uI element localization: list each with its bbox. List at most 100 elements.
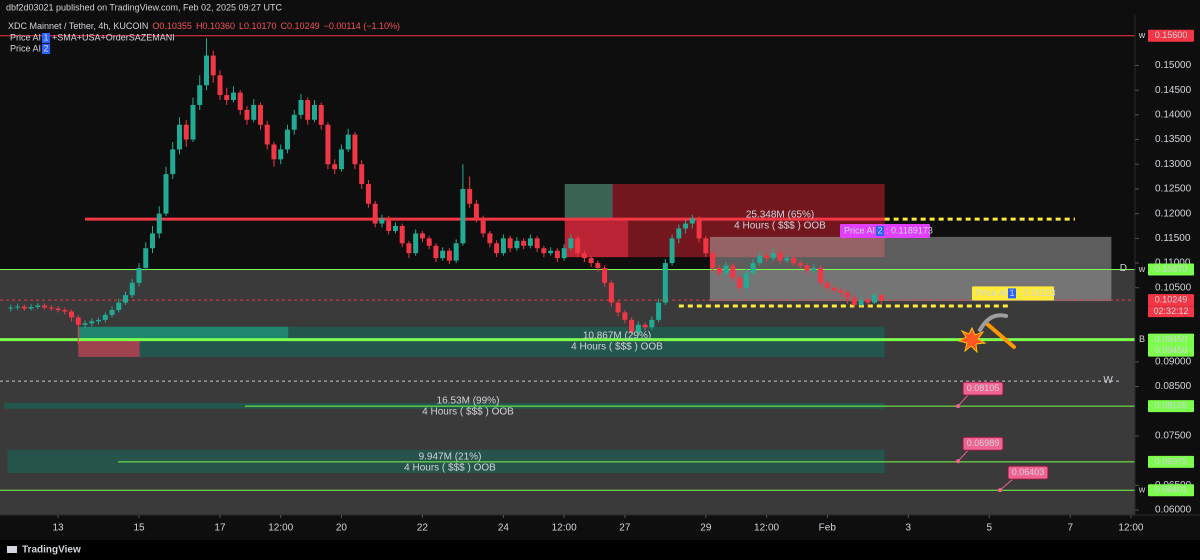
candle-body bbox=[291, 114, 297, 130]
y-tick-label: 0.09000 bbox=[1155, 356, 1192, 367]
candle-body bbox=[217, 75, 223, 96]
pin-stem bbox=[999, 477, 1015, 491]
x-tick-label: 12:00 bbox=[268, 523, 293, 534]
order-block-label: 4 Hours ( $$$ ) OOB bbox=[571, 342, 663, 353]
y-tick-label: 0.11000 bbox=[1155, 258, 1191, 269]
candle-body bbox=[62, 309, 68, 312]
candle-body bbox=[595, 263, 601, 268]
callout-badge-text: 2 bbox=[877, 225, 882, 235]
candle-body bbox=[797, 263, 803, 266]
candle-body bbox=[426, 238, 432, 246]
candle-body bbox=[710, 253, 716, 268]
candle-body bbox=[494, 243, 500, 254]
order-block-label: 4 Hours ( $$$ ) OOB bbox=[734, 221, 826, 232]
symbol-line: XDC Mainnet / Tether, 4h, KUCOIN O0.10355… bbox=[8, 21, 400, 31]
candle-body bbox=[858, 300, 864, 306]
indicator-name[interactable]: Price AI bbox=[10, 43, 41, 53]
candle-body bbox=[460, 188, 466, 244]
candle-body bbox=[811, 267, 817, 271]
candle-body bbox=[507, 238, 513, 249]
pin-label: 0.08105 bbox=[967, 383, 1000, 393]
candle-body bbox=[581, 253, 587, 259]
axis-price-label bbox=[1148, 263, 1194, 276]
footer-brand: TradingView bbox=[22, 545, 81, 556]
x-tick-label: 17 bbox=[214, 523, 226, 534]
candle-body bbox=[662, 263, 668, 303]
quote: −0.00114 (−1.10%) bbox=[324, 21, 400, 31]
indicator-badge-text: 2 bbox=[43, 43, 48, 53]
candle-body bbox=[311, 104, 317, 120]
quote: L0.10170 bbox=[239, 21, 277, 31]
candle-body bbox=[176, 124, 182, 150]
candle-body bbox=[480, 218, 486, 234]
level-tag: W bbox=[1103, 375, 1113, 386]
candle-body bbox=[42, 305, 48, 308]
y-tick-label: 0.14500 bbox=[1155, 85, 1192, 96]
candle-body bbox=[325, 124, 331, 165]
candle-body bbox=[365, 184, 371, 204]
axis-price-label bbox=[1148, 400, 1194, 413]
candle-body bbox=[845, 292, 851, 298]
axis-price-label bbox=[1148, 344, 1194, 357]
callout-name: Price AI bbox=[976, 288, 1007, 298]
callout-value: 0.1189173 bbox=[891, 225, 933, 235]
candle-body bbox=[21, 306, 27, 309]
axis-price-label bbox=[1148, 455, 1194, 468]
candle-body bbox=[723, 265, 729, 273]
candle-body bbox=[831, 287, 837, 291]
candle-body bbox=[359, 164, 365, 185]
candle-body bbox=[8, 307, 14, 309]
candle-body bbox=[237, 92, 243, 110]
indicator-name[interactable]: Price AI bbox=[10, 32, 41, 42]
candle-body bbox=[345, 134, 351, 150]
candle-body bbox=[669, 238, 675, 264]
x-tick-label: Feb bbox=[819, 523, 837, 534]
candle-body bbox=[703, 238, 709, 254]
order-block-label: 25.348M (65%) bbox=[746, 210, 814, 221]
x-tick-label: 12:00 bbox=[552, 523, 577, 534]
pin-label-box bbox=[1007, 465, 1049, 480]
candle-body bbox=[419, 233, 425, 239]
candle-body bbox=[521, 240, 527, 246]
candle-body bbox=[190, 104, 196, 140]
axis-tag: w bbox=[1138, 264, 1146, 274]
order-block-zone bbox=[78, 340, 140, 357]
x-tick-label: 24 bbox=[498, 523, 510, 534]
order-block-zone bbox=[78, 326, 289, 341]
candle-body bbox=[183, 124, 189, 140]
order-block-label: 16.53M (99%) bbox=[437, 396, 500, 407]
candle-body bbox=[865, 300, 871, 303]
pin-point bbox=[956, 459, 960, 464]
candle-body bbox=[514, 240, 520, 249]
candle-body bbox=[548, 250, 554, 254]
candle-body bbox=[278, 149, 284, 160]
x-tick-label: 5 bbox=[986, 523, 992, 534]
axis-price-label bbox=[1148, 294, 1194, 307]
order-block-zone bbox=[0, 269, 1135, 515]
countdown-box bbox=[1148, 306, 1194, 318]
order-block-zone bbox=[564, 184, 613, 219]
order-block-label: 9.947M (21%) bbox=[419, 452, 482, 463]
candle-body bbox=[872, 295, 878, 303]
candle-body bbox=[730, 265, 736, 278]
x-tick-label: 12:00 bbox=[1118, 523, 1143, 534]
callout-name: Price AI bbox=[844, 225, 875, 235]
callout-badge-text: 1 bbox=[1009, 288, 1014, 298]
y-tick-label: 0.12000 bbox=[1155, 208, 1192, 219]
order-block-label: 4 Hours ( $$$ ) OOB bbox=[422, 407, 514, 418]
candle-body bbox=[305, 100, 311, 120]
candle-body bbox=[318, 104, 324, 125]
pin-label-box bbox=[962, 381, 1004, 396]
indicator-badge-text: 1 bbox=[43, 32, 48, 42]
pin-label: 0.06989 bbox=[967, 438, 1000, 448]
x-tick-label: 13 bbox=[52, 523, 64, 534]
candle-body bbox=[500, 238, 506, 254]
callout-value: 0.10123 bbox=[1023, 288, 1056, 298]
y-tick-label: 0.07500 bbox=[1155, 431, 1192, 442]
quote: H0.10360 bbox=[196, 21, 235, 31]
candle-body bbox=[123, 295, 129, 303]
candle-body bbox=[473, 203, 479, 219]
candle-body bbox=[635, 324, 641, 333]
candle-body bbox=[210, 55, 216, 76]
axis-price-label bbox=[1148, 333, 1194, 346]
